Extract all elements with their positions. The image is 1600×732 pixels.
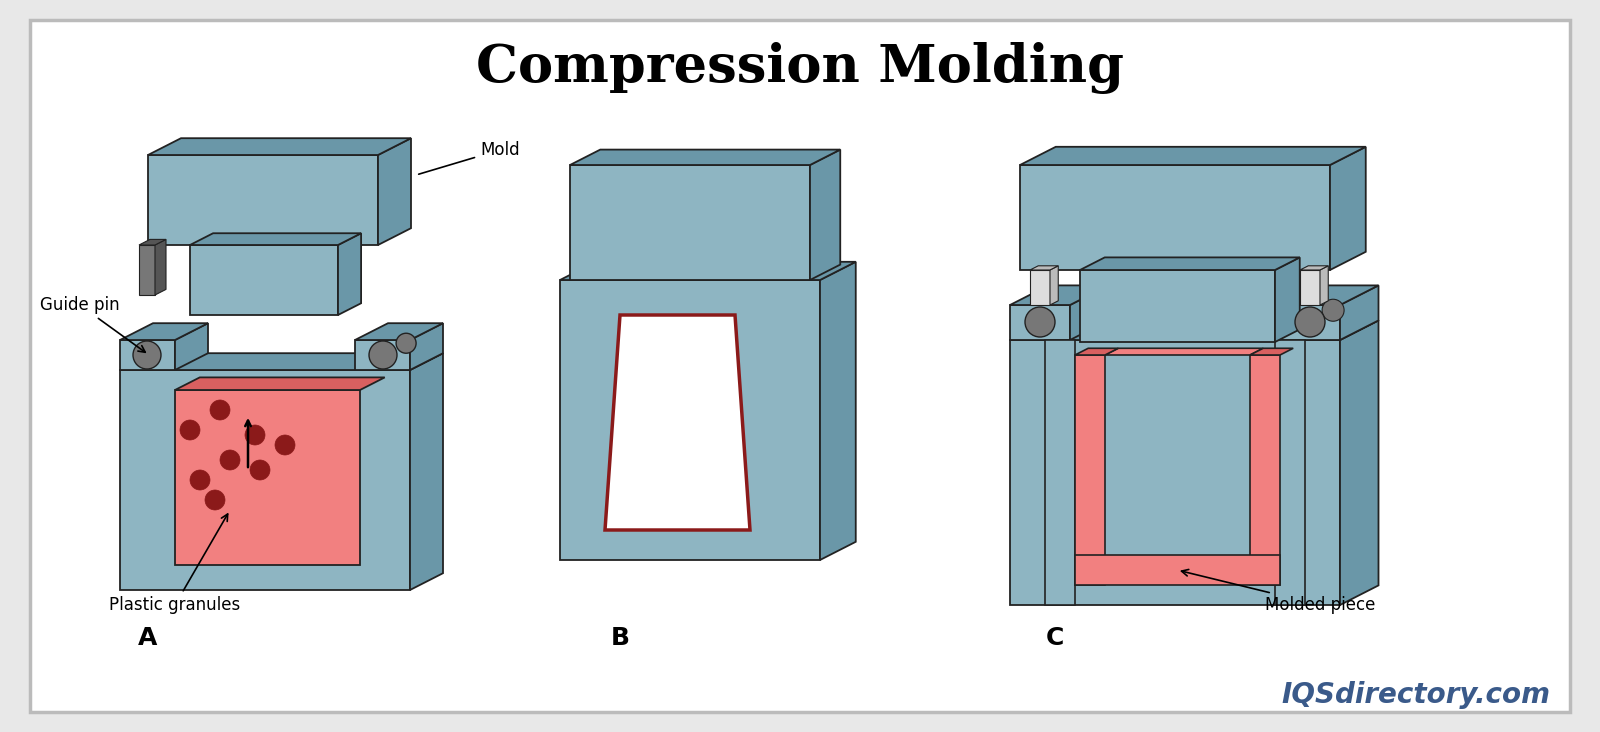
Polygon shape xyxy=(1341,285,1379,340)
Polygon shape xyxy=(1330,147,1366,270)
Polygon shape xyxy=(1250,348,1293,355)
Polygon shape xyxy=(1045,340,1075,605)
Polygon shape xyxy=(1050,266,1058,305)
Text: Molded piece: Molded piece xyxy=(1181,569,1376,614)
Polygon shape xyxy=(1280,305,1341,340)
Text: Guide pin: Guide pin xyxy=(40,296,146,352)
Polygon shape xyxy=(1299,270,1320,305)
Polygon shape xyxy=(355,340,410,370)
Polygon shape xyxy=(190,245,338,315)
Circle shape xyxy=(179,420,200,440)
Polygon shape xyxy=(1030,266,1058,270)
Polygon shape xyxy=(30,20,1570,712)
Polygon shape xyxy=(1106,348,1264,355)
Polygon shape xyxy=(190,234,362,245)
Polygon shape xyxy=(147,138,411,155)
Polygon shape xyxy=(120,324,208,340)
Circle shape xyxy=(205,490,226,510)
Polygon shape xyxy=(155,239,166,295)
Polygon shape xyxy=(1280,285,1379,305)
Text: Mold: Mold xyxy=(419,141,520,174)
Polygon shape xyxy=(1275,258,1299,342)
Polygon shape xyxy=(560,280,819,560)
Polygon shape xyxy=(1021,165,1330,270)
Polygon shape xyxy=(1080,258,1299,270)
Polygon shape xyxy=(410,324,443,370)
Polygon shape xyxy=(819,262,856,560)
Polygon shape xyxy=(1021,147,1366,165)
Text: C: C xyxy=(1046,626,1064,650)
Circle shape xyxy=(210,400,230,420)
Circle shape xyxy=(370,341,397,369)
Polygon shape xyxy=(1320,266,1328,305)
Polygon shape xyxy=(1010,305,1070,340)
Polygon shape xyxy=(139,239,166,245)
Polygon shape xyxy=(570,165,810,280)
Polygon shape xyxy=(1299,266,1328,270)
Text: IQSdirectory.com: IQSdirectory.com xyxy=(1282,681,1550,709)
Polygon shape xyxy=(378,138,411,245)
Text: Compression Molding: Compression Molding xyxy=(477,42,1123,94)
Circle shape xyxy=(221,450,240,470)
Polygon shape xyxy=(1010,285,1109,305)
Polygon shape xyxy=(139,245,155,295)
Polygon shape xyxy=(174,324,208,370)
Polygon shape xyxy=(147,155,378,245)
Text: B: B xyxy=(611,626,629,650)
Circle shape xyxy=(250,460,270,480)
Polygon shape xyxy=(120,354,443,370)
Polygon shape xyxy=(1010,321,1379,340)
Polygon shape xyxy=(810,149,840,280)
Text: A: A xyxy=(138,626,158,650)
Circle shape xyxy=(1026,307,1054,337)
Polygon shape xyxy=(1075,555,1280,585)
Text: Plastic granules: Plastic granules xyxy=(109,514,240,614)
Polygon shape xyxy=(120,340,174,370)
Polygon shape xyxy=(1341,321,1379,605)
Polygon shape xyxy=(355,324,443,340)
Polygon shape xyxy=(1075,355,1106,585)
Circle shape xyxy=(190,470,210,490)
Polygon shape xyxy=(605,315,750,530)
Polygon shape xyxy=(1075,348,1118,355)
Polygon shape xyxy=(1070,285,1109,340)
Polygon shape xyxy=(1250,355,1280,585)
Circle shape xyxy=(275,435,294,455)
Circle shape xyxy=(245,425,266,445)
Circle shape xyxy=(397,333,416,354)
Polygon shape xyxy=(410,354,443,590)
Polygon shape xyxy=(1275,340,1306,605)
Polygon shape xyxy=(570,149,840,165)
Polygon shape xyxy=(1030,270,1050,305)
Circle shape xyxy=(133,341,162,369)
Polygon shape xyxy=(174,390,360,565)
Polygon shape xyxy=(120,370,410,590)
Polygon shape xyxy=(1080,270,1275,342)
Polygon shape xyxy=(174,378,384,390)
Polygon shape xyxy=(1010,340,1341,605)
Polygon shape xyxy=(338,234,362,315)
Circle shape xyxy=(1294,307,1325,337)
Circle shape xyxy=(1322,299,1344,321)
Polygon shape xyxy=(560,262,856,280)
